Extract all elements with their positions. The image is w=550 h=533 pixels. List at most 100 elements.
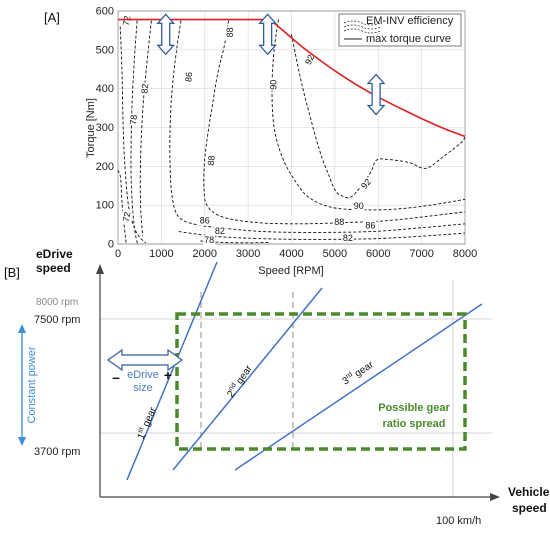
contour-78 bbox=[200, 240, 270, 244]
contour-label: 88 bbox=[206, 155, 217, 166]
plus-sign: + bbox=[164, 367, 172, 383]
legend-contour-swatch bbox=[343, 20, 381, 34]
torque-arrows bbox=[156, 13, 386, 116]
contour-72 bbox=[119, 26, 147, 244]
contour-label-bg bbox=[352, 200, 365, 211]
torque-arrow bbox=[366, 73, 386, 116]
y-tick-label: 400 bbox=[96, 83, 114, 95]
contour-label-bg bbox=[268, 78, 279, 91]
edrive-size-label-line2: size bbox=[133, 382, 153, 394]
contour-label: 88 bbox=[225, 27, 235, 37]
y-axis-label-a: Torque [Nm] bbox=[85, 98, 97, 158]
x-tick-label: 8000 bbox=[453, 248, 477, 260]
x-axis-arrowhead bbox=[490, 493, 500, 501]
contour-label-bg bbox=[183, 70, 195, 84]
y-tick-label: 200 bbox=[96, 161, 114, 173]
y-axis-title-b: eDrive speed bbox=[36, 247, 76, 275]
contour-label: 92 bbox=[359, 177, 373, 191]
panel-b-label: [B] bbox=[4, 265, 20, 280]
spread-label-line2: ratio spread bbox=[383, 418, 446, 430]
x-marker-100kmh: 100 km/h bbox=[436, 515, 481, 527]
contour-label: 82 bbox=[215, 226, 225, 236]
contour-label: 90 bbox=[269, 80, 279, 90]
constant-power-arrow-down bbox=[18, 437, 26, 446]
contour-label: 72 bbox=[121, 211, 133, 223]
spread-label-line1: Possible gear bbox=[378, 402, 450, 414]
contour-label-bg bbox=[364, 220, 377, 231]
x-tick-label: 1000 bbox=[149, 248, 173, 260]
torque-arrow bbox=[156, 13, 176, 56]
x-tick-label: 4000 bbox=[279, 248, 303, 260]
x-tick-label: 7000 bbox=[409, 248, 433, 260]
contour-label-bg bbox=[139, 82, 151, 96]
contour-label: 86 bbox=[183, 72, 194, 83]
contour-label: 86 bbox=[365, 221, 375, 231]
grid-a bbox=[117, 10, 466, 245]
x-tick-label: 2000 bbox=[193, 248, 217, 260]
minus-sign: – bbox=[112, 369, 120, 385]
contour-86 bbox=[169, 20, 466, 233]
contour-label: 82 bbox=[343, 233, 353, 243]
contour-label: 92 bbox=[303, 53, 316, 66]
gear-2-label: 2nd gear bbox=[225, 362, 256, 399]
edrive-size-label-line1: eDrive bbox=[127, 369, 159, 381]
x-tick-label: 0 bbox=[115, 248, 121, 260]
constant-power-arrow-up bbox=[18, 324, 26, 333]
contour-label-bg bbox=[128, 113, 140, 127]
contour-label-bg bbox=[120, 13, 133, 28]
panel-b: [B] eDrive speed Vehicle speed 8000 rpm … bbox=[4, 247, 550, 527]
contour-label-bg bbox=[213, 225, 226, 236]
contour-82 bbox=[139, 20, 152, 237]
y-tick-labels-a: 0 100 200 300 400 500 600 bbox=[96, 6, 114, 251]
x-tick-label: 5000 bbox=[323, 248, 347, 260]
legend-entry-torque: max torque curve bbox=[366, 33, 451, 45]
y-tick-label: 0 bbox=[108, 239, 114, 251]
y-axis-title-b-line2: speed bbox=[36, 261, 71, 275]
y-tick-label: 100 bbox=[96, 200, 114, 212]
gear-3-label: 3rd gear bbox=[340, 358, 376, 387]
gear-3-line bbox=[234, 303, 483, 471]
contour-label-bg bbox=[224, 26, 235, 39]
x-axis-label-a: Speed [RPM] bbox=[258, 265, 323, 277]
y-axis-arrowhead bbox=[96, 264, 104, 274]
constant-power-label: Constant power bbox=[26, 346, 38, 423]
contour-label-bg bbox=[358, 175, 374, 192]
edrive-size-arrow bbox=[106, 348, 184, 372]
x-axis-title-b: Vehicle speed bbox=[508, 485, 550, 515]
y-axis-title-b-line1: eDrive bbox=[36, 247, 73, 261]
contour-label-bg bbox=[120, 210, 133, 224]
x-tick-labels-a: 0 1000 2000 3000 4000 5000 6000 7000 8000 bbox=[115, 248, 477, 260]
contour-label-bg bbox=[333, 216, 346, 227]
gear-2-line bbox=[172, 287, 323, 471]
y-marker-8000: 8000 rpm bbox=[36, 297, 78, 308]
contour-label-bg bbox=[198, 215, 211, 226]
torque-arrow bbox=[258, 13, 278, 56]
contour-88 bbox=[203, 20, 466, 225]
contour-label-bg bbox=[203, 235, 216, 246]
y-marker-7500: 7500 rpm bbox=[34, 314, 80, 326]
contour-label-bg bbox=[341, 233, 354, 244]
x-tick-label: 3000 bbox=[236, 248, 260, 260]
legend: EM-INV efficiency max torque curve bbox=[338, 13, 462, 47]
gear-ratio-spread-box bbox=[175, 312, 467, 451]
contour-label: 82 bbox=[139, 83, 150, 94]
legend-entry-efficiency: EM-INV efficiency bbox=[366, 15, 454, 27]
x-axis-title-b-line2: speed bbox=[512, 501, 547, 515]
contour-label: 72 bbox=[121, 15, 133, 27]
panel-a-label: [A] bbox=[44, 10, 60, 25]
contour-78 bbox=[130, 20, 138, 245]
contour-label-bg bbox=[205, 154, 217, 167]
contour-72 bbox=[117, 170, 127, 245]
y-tick-label: 300 bbox=[96, 122, 114, 134]
max-torque-curve bbox=[118, 18, 466, 138]
y-tick-label: 600 bbox=[96, 6, 114, 18]
y-marker-3700: 3700 rpm bbox=[34, 446, 80, 458]
contour-label: 90 bbox=[354, 201, 364, 211]
gear-1-line bbox=[126, 261, 218, 481]
x-axis-title-b-line1: Vehicle bbox=[508, 485, 550, 499]
contour-label: 78 bbox=[128, 114, 139, 125]
contour-label: 78 bbox=[204, 235, 214, 245]
